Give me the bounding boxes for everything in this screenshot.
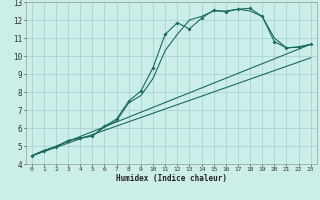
X-axis label: Humidex (Indice chaleur): Humidex (Indice chaleur) [116, 174, 227, 183]
